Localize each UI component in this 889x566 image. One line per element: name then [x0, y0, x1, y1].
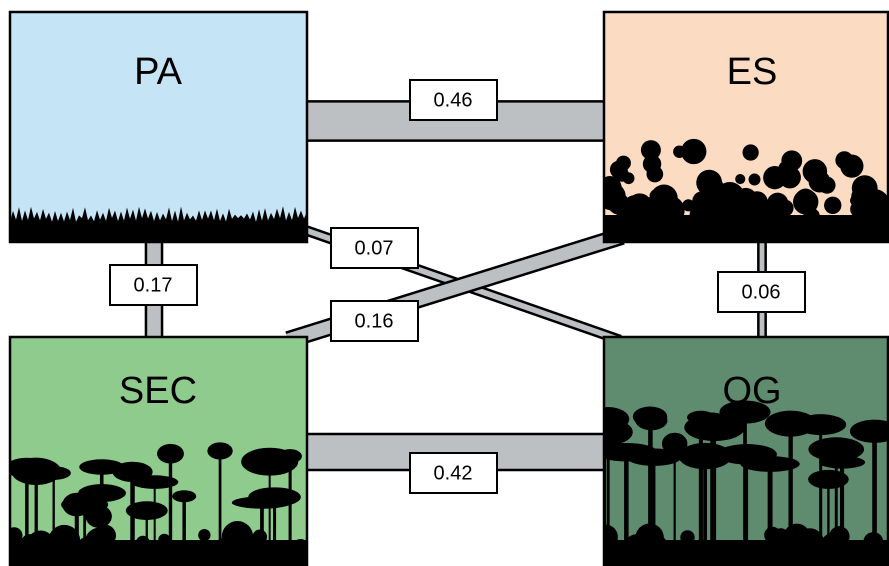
crown	[819, 456, 865, 469]
crown	[808, 470, 849, 489]
bush	[863, 532, 883, 552]
crown	[248, 487, 301, 506]
leaf	[608, 193, 630, 215]
leaf	[793, 189, 818, 214]
bush	[198, 529, 210, 541]
edge-label: 0.06	[742, 281, 781, 303]
leaf	[803, 159, 828, 184]
node-label: PA	[134, 51, 183, 93]
bush	[106, 541, 120, 555]
crown	[207, 442, 232, 459]
bush	[158, 534, 170, 546]
leaf	[623, 172, 635, 184]
bush	[215, 538, 235, 558]
bush	[136, 536, 150, 550]
bush	[171, 540, 185, 554]
leaf	[692, 191, 712, 211]
bush	[78, 538, 92, 552]
leaf	[743, 144, 759, 160]
crown	[157, 444, 184, 464]
leaf	[626, 197, 657, 228]
crown	[278, 449, 302, 463]
leaf	[741, 195, 767, 221]
edge-label: 0.46	[434, 89, 473, 111]
crown	[633, 407, 667, 427]
bush	[783, 544, 799, 560]
edge-label: 0.16	[355, 310, 394, 332]
node-box	[10, 12, 307, 242]
bush	[741, 541, 760, 560]
edge-label: 0.42	[434, 462, 473, 484]
bush	[764, 527, 781, 544]
crown	[679, 443, 732, 470]
leaf	[749, 174, 761, 186]
leaf	[763, 166, 786, 189]
edge-label: 0.17	[134, 274, 173, 296]
bush	[624, 534, 649, 559]
leaf	[681, 139, 706, 164]
crown	[172, 490, 196, 502]
leaf	[781, 150, 802, 171]
node-label: OG	[722, 370, 781, 412]
crown	[595, 443, 657, 461]
leaf	[735, 174, 745, 184]
node-label: SEC	[119, 370, 197, 412]
crown	[62, 493, 91, 517]
crown	[126, 501, 168, 520]
crown	[765, 411, 816, 437]
crown	[36, 466, 70, 480]
crown	[687, 411, 715, 424]
bush	[252, 530, 267, 545]
leaf	[835, 151, 853, 169]
bush	[647, 535, 667, 555]
edge-label: 0.07	[355, 237, 394, 259]
bush	[6, 527, 23, 544]
bush	[719, 546, 734, 561]
diagram: PA ES SEC OG 0.46 0.17 0.06 0.42 0.07 0.16	[0, 0, 889, 566]
bush	[680, 530, 694, 544]
bush	[48, 525, 80, 557]
crown	[112, 462, 152, 482]
leaf	[616, 156, 631, 171]
bush	[292, 539, 309, 556]
bush	[829, 526, 849, 546]
leaf	[647, 166, 664, 183]
leaf	[715, 182, 745, 212]
node-label: ES	[727, 51, 778, 93]
leaf	[824, 197, 841, 214]
